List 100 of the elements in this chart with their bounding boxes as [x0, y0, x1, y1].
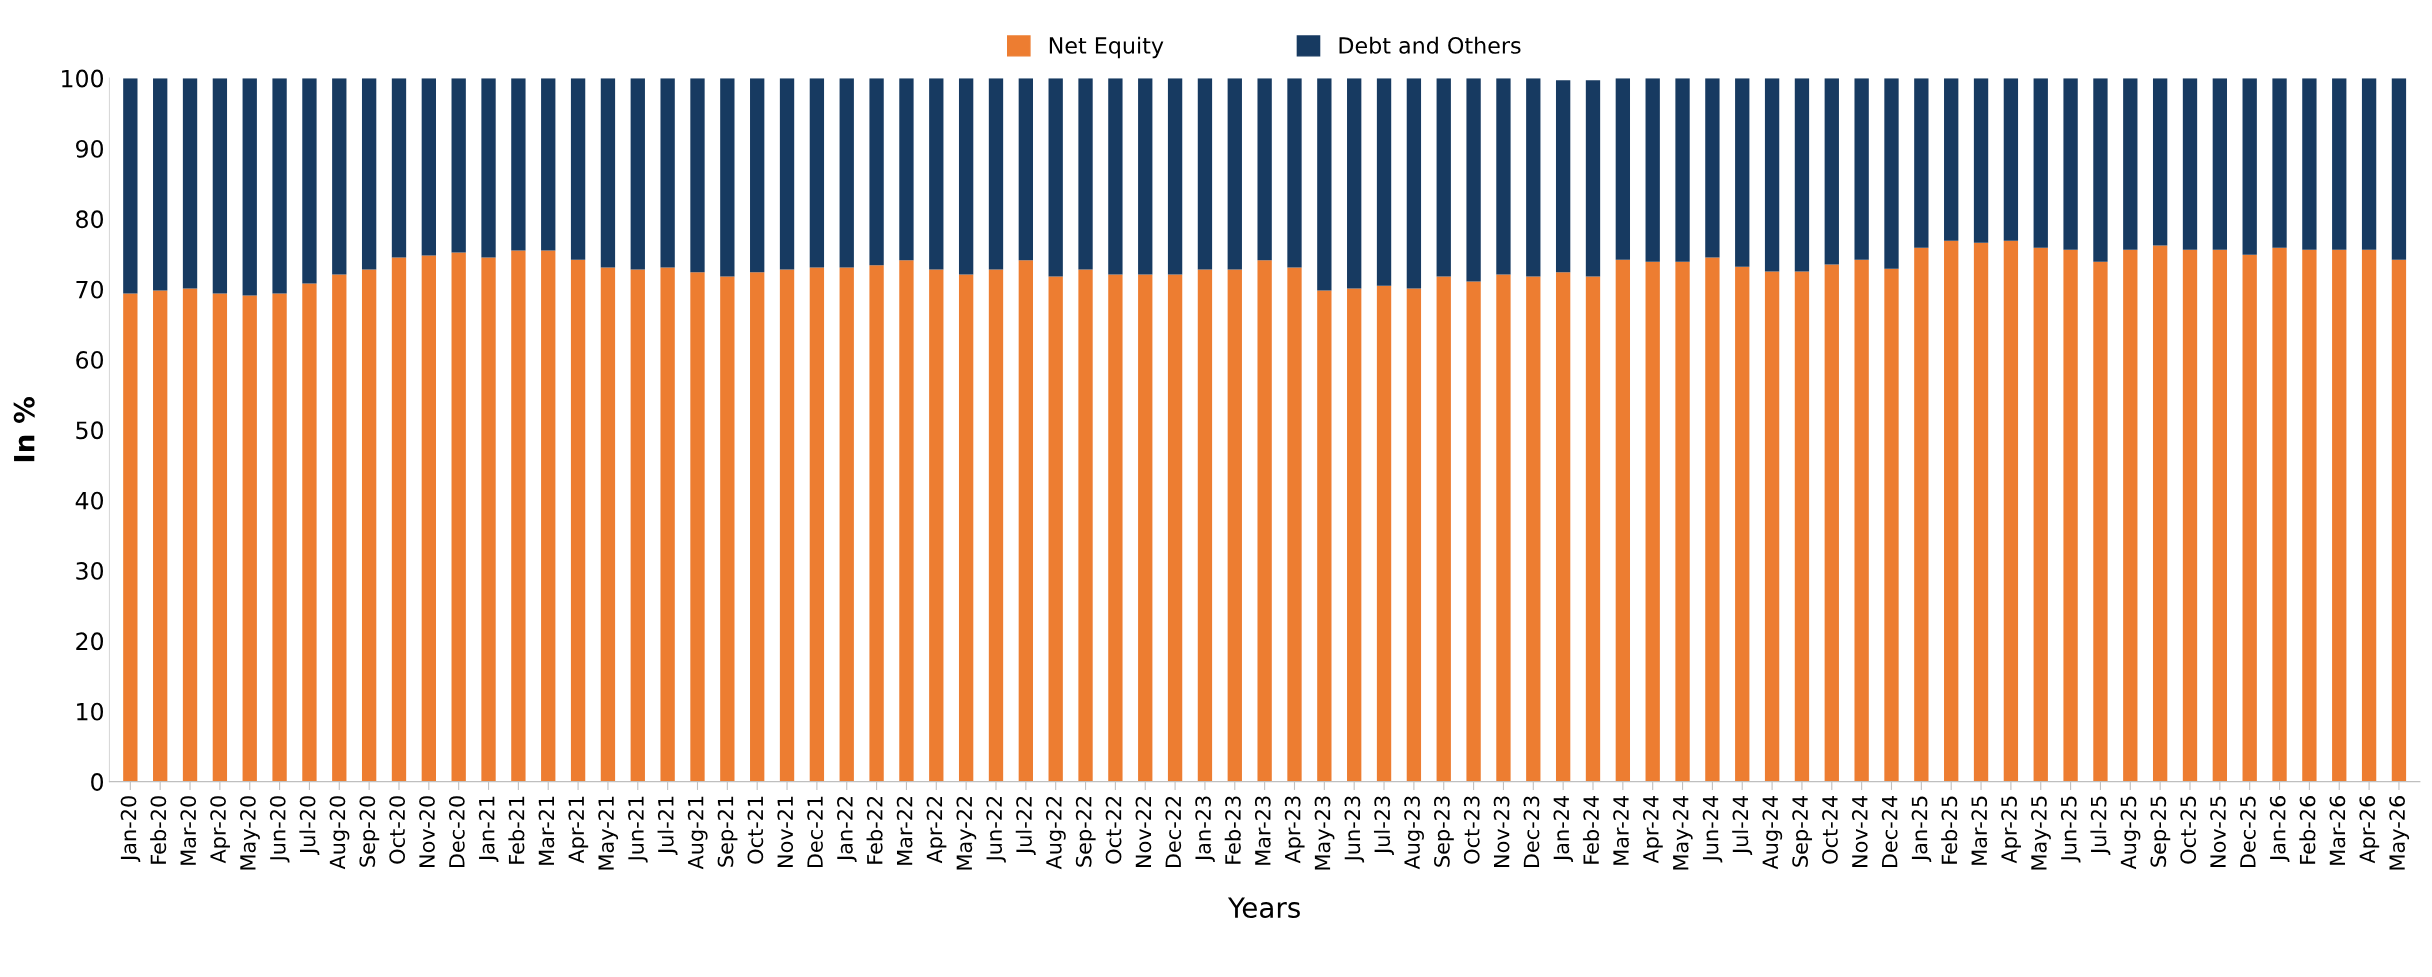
- x-tick-label: Apr-25: [2001, 796, 2021, 864]
- bar: [123, 293, 138, 782]
- bar: [1347, 288, 1362, 782]
- y-tick-label: 80: [76, 210, 104, 229]
- x-tick-label: Nov-20: [419, 796, 435, 867]
- bar: [1138, 274, 1153, 782]
- x-tick-label: May-26: [2389, 796, 2410, 870]
- x-tick-label: Feb-24: [1582, 795, 1600, 864]
- bar: [2093, 78, 2108, 262]
- bar: [1287, 267, 1302, 782]
- legend-label: Debt and Others: [1339, 36, 1521, 54]
- x-tick-label: Mar-23: [1254, 796, 1271, 865]
- bar: [690, 272, 705, 782]
- bar: [1496, 274, 1511, 782]
- bar: [2063, 78, 2078, 250]
- y-tick-label: 50: [76, 421, 104, 440]
- bar: [1944, 78, 1959, 241]
- x-tick-label: Feb-25: [1941, 796, 1958, 864]
- bar: [1854, 78, 1869, 260]
- bar: [1436, 276, 1451, 782]
- bar: [1645, 78, 1660, 262]
- bar: [869, 78, 884, 266]
- bar: [2391, 78, 2407, 260]
- x-tick-label: Sep-22: [1075, 796, 1096, 867]
- bar: [153, 78, 168, 291]
- bar: [1167, 274, 1183, 782]
- x-tick-label: Mar-21: [538, 796, 555, 865]
- bar: [1018, 260, 1033, 782]
- bar: [1466, 78, 1481, 282]
- bar: [2361, 78, 2377, 250]
- bar: [2332, 249, 2347, 782]
- bar: [809, 78, 825, 268]
- bar: [899, 260, 914, 782]
- y-tick-label: 90: [76, 139, 104, 158]
- y-tick-label: 60: [76, 350, 104, 369]
- x-tick-label: Oct-24: [1822, 795, 1838, 864]
- bar: [1675, 78, 1690, 262]
- x-tick-label: Mar-22: [896, 796, 913, 865]
- bar: [1914, 78, 1929, 248]
- bar: [1794, 271, 1810, 782]
- bar: [182, 288, 198, 782]
- bar: [2361, 249, 2377, 782]
- bar: [481, 78, 496, 258]
- bar: [272, 293, 287, 782]
- bar: [1317, 78, 1332, 291]
- x-tick-label: Oct-20: [389, 796, 406, 864]
- bar: [2152, 245, 2168, 782]
- bar: [630, 78, 645, 270]
- bar: [1376, 285, 1392, 782]
- y-tick-label: 70: [76, 280, 104, 299]
- bar: [421, 255, 436, 782]
- bar: [242, 78, 257, 296]
- bar: [1257, 78, 1272, 261]
- bar: [511, 78, 526, 251]
- x-tick-label: Nov-25: [2210, 796, 2226, 867]
- x-tick-label: Jun-21: [628, 796, 648, 863]
- y-tick-label: 100: [62, 69, 104, 88]
- bar: [1197, 269, 1213, 782]
- x-tick-label: Jun-23: [1344, 796, 1365, 863]
- x-tick-label: Sep-25: [2150, 796, 2171, 867]
- x-tick-label: Feb-23: [1224, 796, 1241, 864]
- bar: [2003, 78, 2019, 241]
- y-axis-title: In %: [13, 396, 35, 462]
- x-tick-label: Jan-22: [837, 796, 857, 863]
- x-tick-label: Jan-23: [1195, 796, 1215, 863]
- x-tick-label: Feb-26: [2299, 796, 2316, 864]
- x-tick-label: Jul-21: [657, 796, 678, 856]
- bar: [2033, 247, 2048, 782]
- x-axis-title: Years: [1227, 897, 1300, 919]
- bar: [2003, 240, 2019, 782]
- bar: [2212, 78, 2228, 250]
- bar: [212, 293, 228, 782]
- x-tick-label: Dec-24: [1881, 795, 1898, 868]
- bar: [929, 269, 944, 782]
- bar: [1406, 288, 1422, 782]
- bar: [1496, 78, 1511, 275]
- x-tick-label: Feb-21: [508, 796, 525, 864]
- x-tick-label: Jan-21: [478, 796, 499, 863]
- bar: [1973, 78, 1989, 243]
- bar: [750, 78, 765, 273]
- x-tick-label: Oct-21: [747, 796, 764, 864]
- bar: [1048, 276, 1063, 782]
- x-tick-label: Jun-24: [1702, 795, 1723, 863]
- bar: [1287, 78, 1302, 268]
- bar: [2302, 78, 2317, 250]
- x-tick-label: Apr-22: [926, 796, 947, 864]
- bar: [1108, 274, 1123, 782]
- bar: [421, 78, 436, 256]
- bar: [1645, 261, 1660, 782]
- bar: [1735, 266, 1750, 782]
- x-tick-label: Apr-26: [2359, 796, 2380, 864]
- bar: [1764, 78, 1780, 272]
- bar: [182, 78, 198, 289]
- bar: [1944, 240, 1959, 782]
- bar: [1615, 259, 1631, 782]
- bar: [2272, 78, 2287, 248]
- x-tick-label: Jul-24: [1732, 795, 1753, 856]
- bar: [1197, 78, 1213, 270]
- x-tick-label: Aug-24: [1762, 795, 1783, 870]
- bar: [660, 78, 675, 268]
